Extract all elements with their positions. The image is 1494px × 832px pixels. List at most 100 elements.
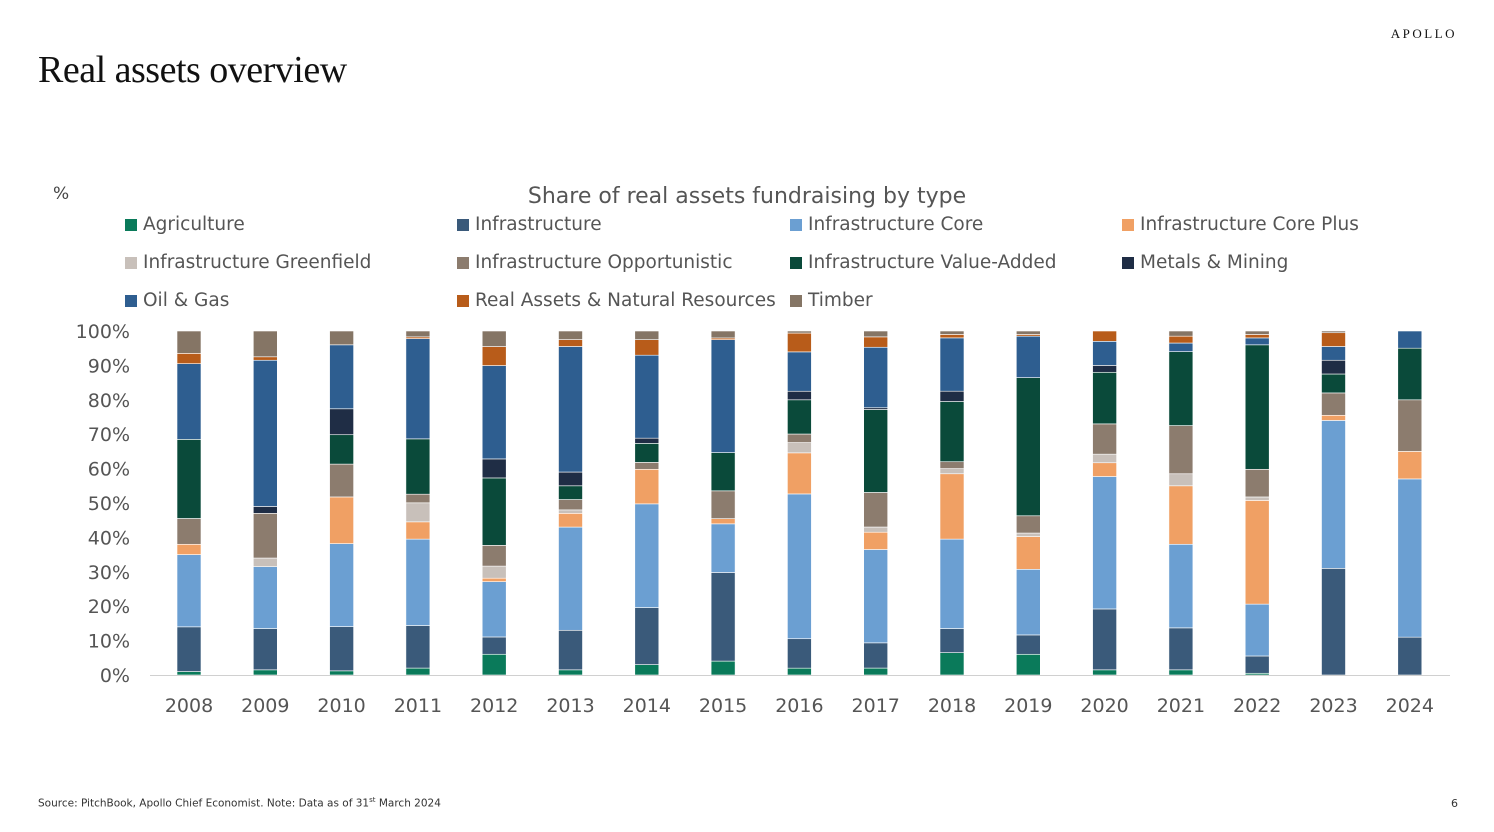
bar-segment (863, 330, 889, 338)
legend-label: Infrastructure Greenfield (143, 252, 372, 273)
bar-segment (1321, 420, 1346, 569)
legend-swatch (125, 218, 137, 231)
bar-segment (329, 543, 354, 627)
bar-segment (787, 667, 812, 676)
bar-segment (1321, 568, 1346, 676)
bar-segment (329, 344, 354, 410)
bar-segment (1321, 332, 1346, 347)
bar-segment (1168, 342, 1194, 352)
bar-segment (1244, 496, 1270, 501)
y-tick-label: 100% (76, 321, 130, 343)
bar-segment (558, 513, 583, 528)
legend-item: Infrastructure Core (790, 214, 983, 235)
legend-label: Infrastructure Opportunistic (475, 252, 733, 273)
bar-segment (1092, 453, 1117, 464)
bar-segment (481, 458, 507, 479)
bar-segment (787, 399, 812, 435)
x-tick-label: 2022 (1233, 695, 1281, 717)
bar-segment (176, 671, 202, 676)
x-tick-label: 2020 (1080, 695, 1128, 717)
legend-label: Oil & Gas (143, 290, 230, 311)
bar-segment (1321, 414, 1346, 421)
bar-segment (405, 521, 431, 540)
page-number: 6 (1451, 797, 1458, 810)
legend-swatch (790, 256, 802, 269)
legend-item: Metals & Mining (1122, 252, 1288, 273)
x-tick-label: 2008 (165, 695, 213, 717)
bar-segment (634, 468, 660, 505)
y-tick-label: 50% (88, 493, 130, 515)
bar-segment (1168, 330, 1194, 337)
y-tick-label: 70% (88, 424, 130, 446)
bar-segment (710, 518, 736, 525)
bar-segment (1397, 451, 1423, 480)
bar-segment (253, 566, 278, 629)
bar-segment (1092, 423, 1117, 455)
source-note-superscript: st (369, 796, 376, 804)
bar-segment (253, 669, 278, 676)
x-tick-label: 2023 (1309, 695, 1357, 717)
bar-segment (1321, 359, 1346, 375)
bar-segment (1092, 608, 1117, 671)
bar-segment (176, 543, 202, 555)
chart-title: Share of real assets fundraising by type (527, 184, 967, 209)
bar-segment (1168, 335, 1194, 344)
bar-segment (329, 434, 354, 465)
x-tick-label: 2009 (241, 695, 289, 717)
x-tick-label: 2016 (775, 695, 823, 717)
legend-label: Metals & Mining (1140, 252, 1289, 273)
legend-item: Infrastructure Opportunistic (457, 252, 733, 273)
bar-segment (481, 365, 507, 460)
bar-segment (481, 581, 507, 638)
bar-segment (405, 493, 431, 504)
legend-item: Infrastructure Core Plus (1122, 214, 1359, 235)
legend-label: Infrastructure Value-Added (808, 252, 1057, 273)
bar-segment (1397, 347, 1423, 401)
bar-segment (634, 354, 660, 439)
legend-swatch (457, 294, 469, 307)
bar-segment (939, 461, 965, 469)
x-tick-label: 2014 (623, 695, 671, 717)
x-tick-label: 2015 (699, 695, 747, 717)
bar-segment (1244, 655, 1270, 674)
x-tick-label: 2024 (1386, 695, 1434, 717)
bar-segment (787, 452, 812, 495)
bar-segment (329, 670, 354, 676)
legend-item: Infrastructure Value-Added (790, 252, 1057, 273)
legend-label: Timber (808, 290, 873, 311)
bar-segment (481, 346, 507, 366)
bar-segment (710, 339, 736, 453)
bar-segment (1244, 500, 1270, 605)
bar-segment (1244, 337, 1270, 346)
bar-segment (558, 339, 583, 347)
bar-segment (1397, 330, 1423, 349)
bar-segment (329, 408, 354, 436)
bar-segment (1092, 371, 1117, 425)
bar-segment (939, 337, 965, 392)
bar-segment (1244, 344, 1270, 470)
x-tick-label: 2017 (852, 695, 900, 717)
bar-segment (787, 442, 812, 454)
bar-segment (405, 438, 431, 495)
bar-segment (939, 473, 965, 540)
bar-segment (634, 437, 660, 444)
bar-segment (1015, 377, 1041, 517)
bar-segment (176, 353, 202, 364)
bar-segment (787, 433, 812, 443)
bar-segment (863, 336, 889, 348)
bar-segment (1092, 330, 1117, 342)
bar-segment (1092, 462, 1117, 477)
bar-segment (1092, 669, 1117, 676)
bar-segment (1244, 603, 1270, 657)
bar-segment (1015, 515, 1041, 534)
bar-segment (329, 463, 354, 498)
legend-label: Infrastructure (475, 214, 602, 235)
legend-swatch (125, 294, 137, 307)
bar-segment (939, 334, 965, 339)
bar-segment (787, 332, 812, 353)
brand-logo: APOLLO (1390, 26, 1457, 41)
bar-segment (176, 439, 202, 519)
bar-segment (1092, 476, 1117, 610)
bar-segment (481, 330, 507, 347)
y-tick-label: 90% (88, 355, 130, 377)
